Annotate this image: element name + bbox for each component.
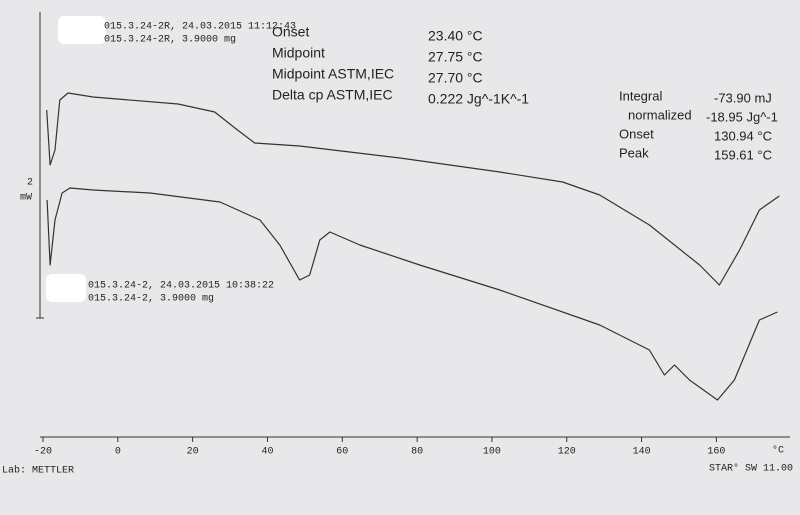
curve-sample: 015.3.24-2R, 3.9000 mg (104, 35, 236, 46)
x-tick-label: -20 (34, 447, 52, 458)
x-tick-label: 80 (411, 447, 423, 458)
x-tick-label: 160 (707, 447, 725, 458)
result-value: -73.90 mJ (714, 90, 772, 105)
redaction (46, 274, 86, 302)
scale-value: 2 (27, 178, 33, 189)
result-label: Delta cp ASTM,IEC (272, 87, 393, 103)
result-value: 27.70 °C (428, 70, 483, 86)
curve-sample: 015.3.24-2, 3.9000 mg (88, 294, 214, 305)
x-tick-label: 20 (187, 447, 199, 458)
result-label: Midpoint (272, 45, 325, 61)
result-label: Onset (272, 24, 309, 40)
x-tick-label: 140 (633, 447, 651, 458)
redaction (58, 16, 106, 44)
x-unit: °C (772, 445, 784, 457)
result-label: Midpoint ASTM,IEC (272, 66, 394, 82)
result-label: Peak (619, 145, 649, 160)
x-tick-label: 0 (115, 447, 121, 458)
result-value: 27.75 °C (428, 49, 483, 65)
x-tick-label: 100 (483, 447, 501, 458)
result-label: Onset (619, 126, 654, 141)
curve (46, 187, 778, 401)
x-tick-label: 40 (261, 447, 273, 458)
curve-label: 015.3.24-2, 24.03.2015 10:38:22 (88, 281, 274, 292)
scale-unit: mW (20, 193, 32, 204)
result-value: 0.222 Jg^-1K^-1 (428, 91, 529, 107)
curve (46, 92, 780, 286)
result-value: 159.61 °C (714, 147, 772, 162)
result-value: 130.94 °C (714, 128, 772, 143)
result-label: normalized (628, 107, 692, 122)
x-tick-label: 120 (558, 447, 576, 458)
result-value: 23.40 °C (428, 28, 483, 44)
footer-right: STAR° SW 11.00 (709, 463, 793, 475)
footer-left: Lab: METTLER (2, 465, 74, 477)
result-value: -18.95 Jg^-1 (706, 109, 778, 124)
x-tick-label: 60 (336, 447, 348, 458)
result-label: Integral (619, 88, 662, 103)
curve-label: 015.3.24-2R, 24.03.2015 11:12:43 (104, 22, 296, 33)
